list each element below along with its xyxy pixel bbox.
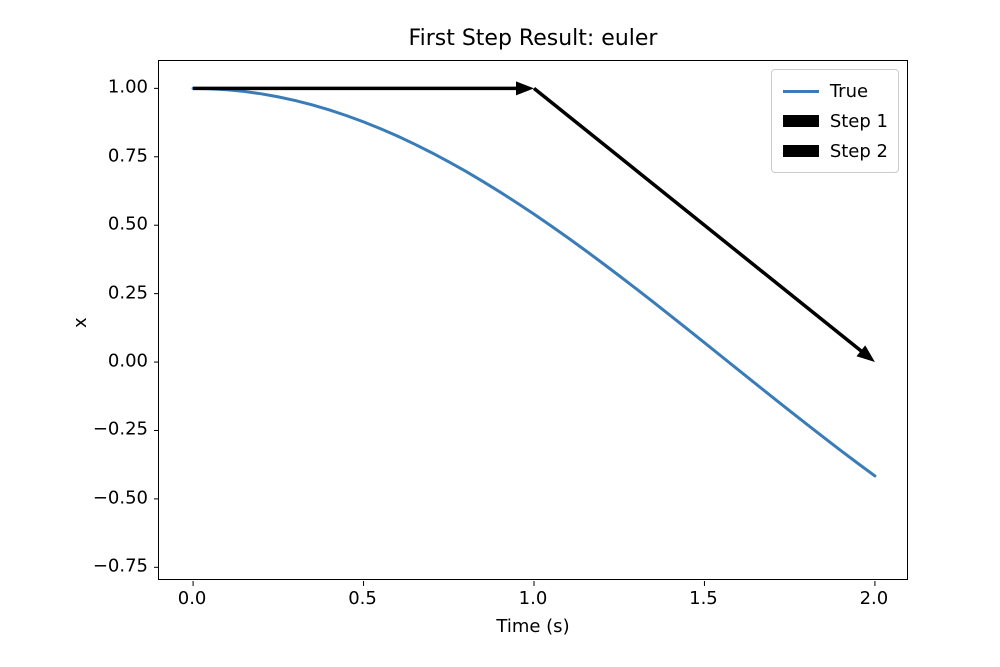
legend-block-icon <box>783 145 819 157</box>
plot-area: True Step 1 Step 2 <box>158 60 908 580</box>
x-axis-label: Time (s) <box>158 616 908 637</box>
legend-item-true: True <box>782 76 888 106</box>
legend-block-icon <box>783 115 819 127</box>
legend: True Step 1 Step 2 <box>771 69 899 173</box>
chart-title: First Step Result: euler <box>158 26 908 51</box>
y-tick-label: 1.00 <box>108 77 148 98</box>
legend-label-true: True <box>830 81 868 102</box>
legend-item-step1: Step 1 <box>782 106 888 136</box>
legend-swatch-true <box>782 90 820 93</box>
legend-label-step1: Step 1 <box>830 111 888 132</box>
y-tick-label: 0.00 <box>108 351 148 372</box>
x-tick-label: 2.0 <box>860 588 889 609</box>
legend-label-step2: Step 2 <box>830 141 888 162</box>
y-axis-label: x <box>70 317 91 328</box>
figure: First Step Result: euler True Step 1 St <box>0 0 1000 667</box>
x-tick-label: 1.5 <box>689 588 718 609</box>
y-tick-label: −0.25 <box>93 419 148 440</box>
x-tick-label: 0.0 <box>178 588 207 609</box>
legend-swatch-step1 <box>782 115 820 127</box>
arrow-step1-head <box>516 81 534 95</box>
y-tick-label: −0.75 <box>93 556 148 577</box>
legend-swatch-step2 <box>782 145 820 157</box>
legend-line-icon <box>783 90 819 93</box>
y-tick-label: 0.75 <box>108 145 148 166</box>
y-tick-label: 0.50 <box>108 214 148 235</box>
y-tick-label: −0.50 <box>93 487 148 508</box>
legend-item-step2: Step 2 <box>782 136 888 166</box>
x-tick-label: 0.5 <box>348 588 377 609</box>
x-tick-label: 1.0 <box>519 588 548 609</box>
y-tick-label: 0.25 <box>108 282 148 303</box>
